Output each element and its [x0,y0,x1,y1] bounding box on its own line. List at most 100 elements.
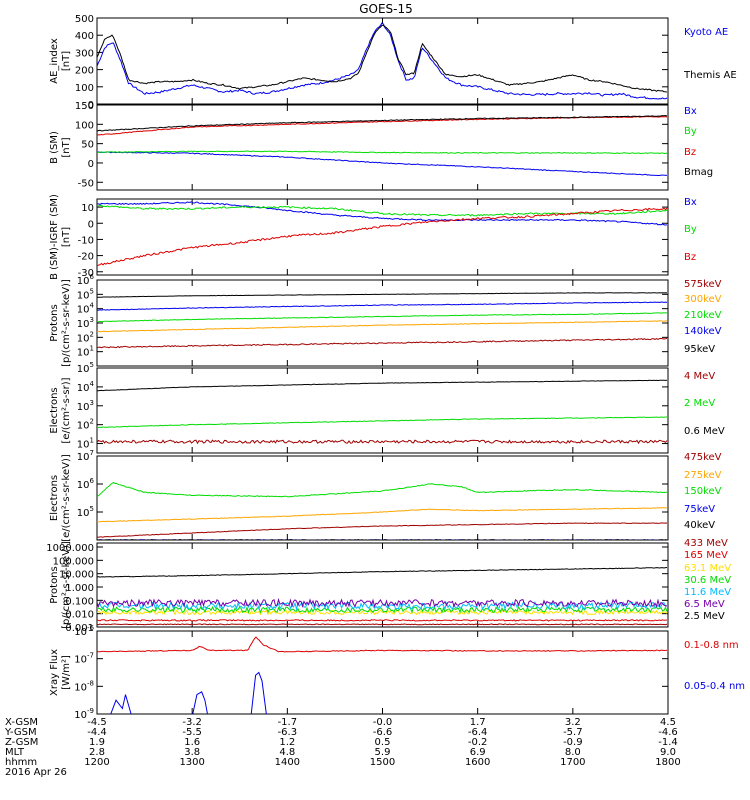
series-line [97,24,668,93]
x-tick-label: -4.5 [87,717,107,728]
legend-entry: Bz [684,147,696,158]
y-tick-label: 10-6 [74,624,94,638]
series-line [97,619,668,622]
y-tick-label: 0.010 [65,610,94,621]
legend-entry: 433 MeV [684,538,728,549]
legend-entry: 2 MeV [684,398,715,409]
panel-igrf: -30 -20 -10 0 10 B (SM)-IGRF (SM) [nT] Bx By Bz [49,194,697,280]
y-tick-label: 200 [75,66,94,77]
panel-bsm: -50 0 50 100 150 B (SM) [nT] Bx By Bz Bmag [49,101,713,191]
series-line [97,507,668,523]
x-tick-label: -1.4 [658,737,678,748]
y-tick-label: 103 [77,316,94,330]
y-axis-title: Xray Flux [49,649,60,696]
y-tick-label: 105 [77,505,94,519]
legend-entry: 0.1-0.8 nm [684,640,739,651]
y-tick-label: -50 [78,178,94,189]
series-line [97,481,668,498]
series-line [97,207,668,267]
x-tick-label: -0.9 [563,737,583,748]
series-line [97,539,668,540]
legend-entry: Bx [684,197,697,208]
y-tick-label: 150 [75,101,94,112]
legend-entry: 575keV [684,279,722,290]
legend-entry: 210keV [684,310,722,321]
series-line [97,320,667,333]
y-tick-label: 0.001 [65,623,94,634]
x-tick-label: -6.6 [373,727,393,738]
x-tick-label: 1500 [370,757,395,768]
x-tick-label: -5.5 [182,727,202,738]
panel-protons_mev: 0.001 0.010 0.100 1.000 10.000 100.000 1000.00… [46,538,731,634]
y-tick-label: 100 [75,120,94,131]
y-tick-label: -20 [78,252,94,263]
y-tick-label: -30 [78,268,94,279]
y-tick-label: 100 [75,83,94,94]
legend-entry: 0.6 MeV [684,426,725,437]
y-tick-label: 400 [75,31,94,42]
x-tick-label: 9.0 [660,747,676,758]
x-tick-label: 1.9 [89,737,105,748]
y-tick-label: 10 [81,203,94,214]
y-tick-label: 0.100 [65,596,94,607]
x-tick-label: -4.4 [87,727,107,738]
legend-entry: 75keV [684,504,715,515]
y-tick-exponent: 3 [90,316,94,324]
legend-entry: 95keV [684,344,715,355]
chart-title: GOES-15 [359,2,413,16]
y-tick-exponent: 2 [90,330,94,338]
y-tick-label: 50 [81,140,94,151]
x-tick-label: 6.9 [470,747,486,758]
y-tick-label: 1000.000 [46,543,94,554]
legend-entry: 0.05-0.4 nm [684,681,745,692]
x-tick-label: -6.4 [468,727,488,738]
x-tick-label: 3.8 [184,747,200,758]
x-tick-label: 1600 [465,757,490,768]
x-tick-label: 8.0 [565,747,581,758]
x-row-label: MLT [5,747,25,758]
x-tick-label: 2.8 [89,747,105,758]
y-tick-label: 10-7 [74,652,94,666]
series-line [97,636,668,653]
y-axis-title: Protons [49,304,60,341]
series-line [97,597,668,608]
series-line [97,605,668,614]
series-line [97,337,668,349]
x-row-label: hhmm [5,757,37,768]
y-tick-exponent: -6 [87,624,95,632]
series-line [97,312,668,323]
series-line [97,22,668,100]
panel-frame [96,455,669,541]
legend-entry: Themis AE [683,70,737,81]
x-tick-label: 0.5 [375,737,391,748]
series-line [97,379,668,392]
y-tick-label: 0 [88,100,94,111]
y-tick-label: 100.000 [53,556,94,567]
y-axis-unit: [nT] [61,51,72,71]
x-tick-label: 1.2 [279,737,295,748]
x-tick-label: 1700 [560,757,585,768]
x-tick-label: 1800 [655,757,680,768]
x-tick-label: -1.7 [278,717,298,728]
y-tick-exponent: 3 [90,399,94,407]
y-axis-title: Electrons [49,387,60,433]
series-line [97,150,668,155]
y-tick-exponent: 6 [90,273,95,281]
y-axis-unit: [e/(cm²-s-sr)] [61,377,72,443]
y-tick-label: 104 [77,302,95,316]
y-tick-label: 0 [88,219,94,230]
x-tick-label: -4.6 [658,727,678,738]
legend-entry: 4 MeV [684,371,715,382]
y-tick-exponent: 2 [90,418,94,426]
panel-frame [96,198,669,276]
y-axis-title: B (SM)-IGRF (SM) [49,194,60,280]
x-tick-label: 4.5 [660,717,676,728]
y-tick-label: 500 [75,14,94,25]
y-tick-label: 101 [77,345,94,359]
legend-entry: Bmag [684,167,713,178]
series-line [97,600,668,611]
y-tick-exponent: 1 [90,437,94,445]
y-tick-label: 102 [77,330,94,344]
